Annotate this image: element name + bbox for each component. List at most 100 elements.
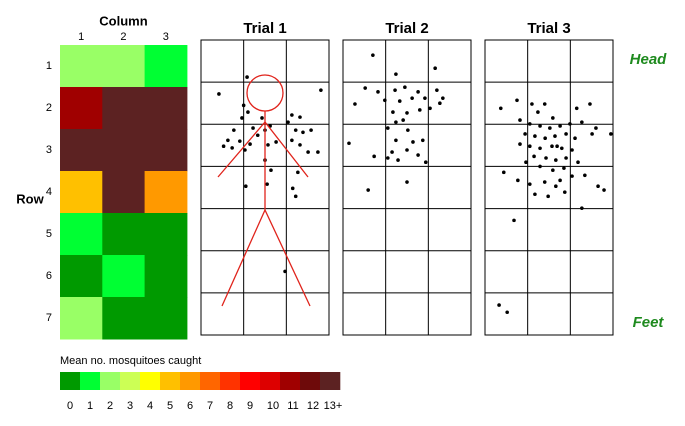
mosquito-point [528, 144, 532, 148]
heatmap-cell [102, 213, 146, 256]
row-label: 4 [46, 186, 52, 198]
mosquito-point [226, 138, 230, 143]
mosquito-point [550, 144, 554, 148]
mosquito-point [416, 153, 420, 157]
mosquito-point [538, 164, 542, 169]
mosquito-point [558, 124, 562, 128]
mosquito-point [564, 132, 568, 136]
stick-figure [217, 74, 311, 307]
colorbar-tick-label: 6 [187, 400, 193, 412]
colorbar-swatch [200, 372, 221, 390]
mosquito-point [524, 160, 528, 165]
mosquito-point [576, 160, 580, 165]
mosquito-point [298, 143, 302, 147]
column-label: 2 [120, 31, 126, 43]
mosquito-point [243, 148, 247, 152]
heatmap-cell [144, 171, 188, 214]
mosquito-point [498, 106, 503, 111]
colorbar-tick-label: 0 [67, 400, 73, 412]
mosquito-point [542, 180, 547, 184]
heatmap-cell [144, 87, 188, 130]
panel-frame [342, 39, 472, 336]
colorbar-swatch [280, 372, 301, 390]
figure-arm [217, 121, 266, 178]
mosquito-point [298, 115, 302, 119]
mosquito-point [423, 160, 428, 165]
mosquito-point [546, 194, 550, 199]
mosquito-point [386, 126, 390, 130]
colorbar-swatch [60, 372, 81, 390]
mosquito-point [590, 132, 594, 136]
mosquito-point [560, 146, 564, 151]
heatmap-cell [102, 297, 146, 340]
row-label: 7 [46, 312, 52, 324]
mosquito-point [248, 142, 252, 146]
mosquito-point [403, 85, 407, 89]
mosquito-point [562, 166, 566, 170]
colorbar-tick-label: 8 [227, 400, 233, 412]
mosquito-point [411, 140, 415, 144]
mosquito-point [568, 122, 572, 126]
mosquito-point [515, 98, 519, 103]
mosquito-point [390, 150, 394, 154]
colorbar-swatch [320, 372, 341, 390]
mosquito-point [551, 168, 555, 173]
mosquito-point [542, 102, 547, 106]
mosquito-point [394, 72, 398, 76]
colorbar-swatch [260, 372, 281, 390]
mosquito-point [558, 178, 562, 183]
mosquito-point [574, 106, 579, 111]
mosquito-point [386, 156, 390, 160]
colorbar-title: Mean no. mosquitoes caught [60, 355, 201, 367]
heatmap-cell [60, 171, 103, 214]
mosquito-point [518, 118, 522, 122]
heatmap-cell [60, 213, 103, 256]
mosquito-point [293, 128, 298, 132]
panel-title: Trial 2 [385, 20, 428, 37]
mosquito-point [372, 154, 376, 159]
mosquito-point [245, 75, 249, 79]
mosquito-point [306, 150, 310, 154]
mosquito-point [230, 146, 234, 150]
mosquito-point [602, 188, 606, 192]
mosquito-point [366, 188, 370, 192]
mosquito-point [523, 132, 527, 136]
heatmap-cell [144, 213, 188, 256]
heatmap-cell [144, 129, 188, 172]
mosquito-point [397, 99, 402, 103]
mosquito-point [435, 88, 439, 92]
mosquito-point [580, 120, 584, 124]
mosquito-point [564, 156, 568, 160]
mosquito-point [290, 113, 294, 117]
mosquito-point [516, 178, 520, 183]
colorbar-tick-label: 4 [147, 400, 153, 412]
mosquito-point [438, 101, 442, 106]
colorbar-swatch [100, 372, 121, 390]
mosquito-point [538, 146, 542, 151]
panel-title: Trial 1 [243, 20, 286, 37]
mosquito-point [428, 106, 432, 111]
colorbar-tick-label: 5 [167, 400, 173, 412]
mosquito-point [238, 139, 242, 143]
mosquito-point [296, 170, 300, 175]
mosquito-point [376, 90, 380, 94]
mosquito-point [583, 173, 587, 178]
mosquito-point [528, 122, 532, 126]
mosquito-point [396, 158, 400, 162]
mosquito-point [420, 138, 425, 143]
mosquito-point [221, 144, 226, 148]
mosquito-point [363, 86, 367, 90]
mosquito-point [532, 154, 536, 159]
panel-frame [200, 39, 330, 336]
mosquito-point [371, 53, 375, 57]
mosquito-point [290, 186, 295, 191]
mosquito-point [528, 182, 532, 186]
colorbar-tick-label: 1 [87, 400, 93, 412]
mosquito-point [265, 182, 269, 186]
mosquito-point [594, 126, 598, 130]
mosquito-point [518, 142, 522, 146]
colorbar-tick-label: 13+ [324, 400, 343, 412]
mosquito-point [501, 170, 506, 175]
mosquito-point [588, 102, 592, 106]
